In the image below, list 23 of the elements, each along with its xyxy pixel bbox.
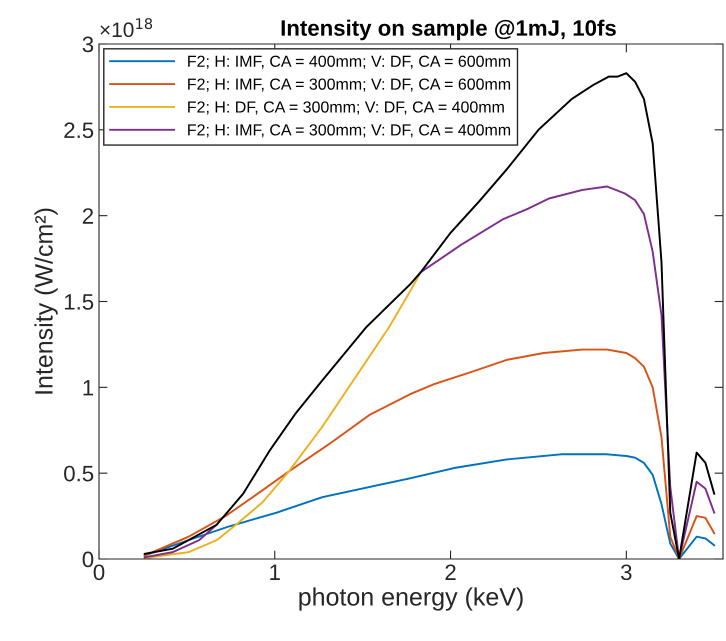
legend-label: F2; H: IMF, CA = 300mm; V: DF, CA = 600mm bbox=[188, 78, 510, 92]
legend-label: F2; H: IMF, CA = 400mm; V: DF, CA = 600mm bbox=[188, 56, 510, 69]
line-series bbox=[144, 453, 716, 559]
line-series bbox=[144, 348, 716, 559]
chart-title: Intensity on sample @1mJ, 10fs bbox=[282, 20, 616, 40]
legend-label: F2; H: DF, CA = 300mm; V: DF, CA = 400mm bbox=[188, 101, 504, 115]
x-axis-title: photon energy (keV) bbox=[299, 587, 523, 611]
y-tick-label: 0 bbox=[82, 552, 94, 568]
x-tick-label: 2 bbox=[445, 564, 456, 580]
y-tick-label: 2 bbox=[82, 208, 94, 224]
y-tick-label: 2.5 bbox=[64, 122, 94, 138]
legend-label: F2; H: IMF, CA = 300mm; V: DF, CA = 400mm bbox=[188, 124, 510, 138]
y-tick-label: 0.5 bbox=[64, 466, 94, 482]
text: ×10$^{18}$ bbox=[100, 18, 152, 38]
y-tick-label: 1.5 bbox=[64, 294, 94, 310]
x-tick-label: 0 bbox=[94, 564, 104, 580]
y-axis-title: Intensity (W/cm²) bbox=[34, 208, 58, 394]
y-tick-label: 3 bbox=[82, 36, 94, 52]
x-tick-label: 3 bbox=[620, 564, 632, 580]
line-series bbox=[144, 72, 716, 559]
x-tick-label: 1 bbox=[270, 564, 280, 580]
y-tick-label: 1 bbox=[83, 380, 94, 396]
line-series bbox=[144, 271, 422, 559]
